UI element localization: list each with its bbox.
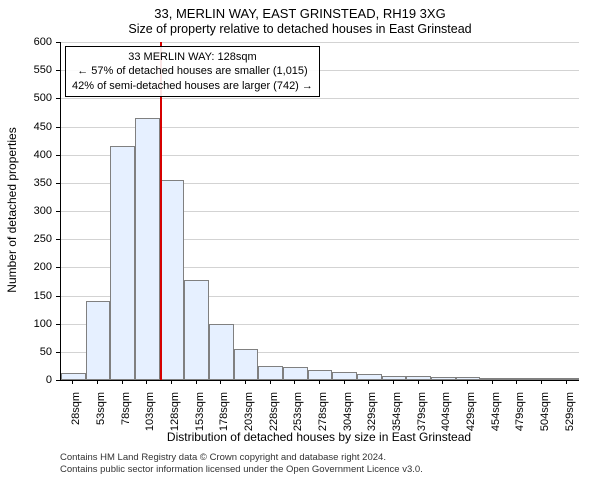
chart-title-main: 33, MERLIN WAY, EAST GRINSTEAD, RH19 3XG: [0, 6, 600, 21]
histogram-bar: [431, 377, 456, 380]
ytick-label: 150: [0, 290, 52, 302]
info-box-line: 33 MERLIN WAY: 128sqm: [72, 50, 313, 64]
ytick-mark: [56, 239, 60, 240]
reference-info-box: 33 MERLIN WAY: 128sqm← 57% of detached h…: [65, 46, 320, 97]
ytick-label: 500: [0, 92, 52, 104]
xtick-label: 404sqm: [440, 392, 452, 440]
xtick-label: 28sqm: [70, 392, 82, 440]
ytick-label: 600: [0, 36, 52, 48]
xtick-mark: [220, 380, 221, 384]
xtick-label: 479sqm: [514, 392, 526, 440]
histogram-bar: [184, 280, 209, 380]
histogram-bar: [357, 374, 382, 380]
xtick-mark: [393, 380, 394, 384]
chart-container: 33, MERLIN WAY, EAST GRINSTEAD, RH19 3XG…: [0, 0, 600, 500]
xtick-label: 504sqm: [539, 392, 551, 440]
histogram-bar: [86, 301, 111, 380]
plot-area: 33 MERLIN WAY: 128sqm← 57% of detached h…: [60, 42, 579, 381]
xtick-mark: [245, 380, 246, 384]
info-box-line: 42% of semi-detached houses are larger (…: [72, 79, 313, 93]
histogram-bar: [332, 372, 357, 380]
xtick-label: 178sqm: [218, 392, 230, 440]
histogram-bar: [61, 373, 86, 380]
ytick-mark: [56, 98, 60, 99]
ytick-mark: [56, 352, 60, 353]
xtick-label: 128sqm: [169, 392, 181, 440]
gridline: [61, 98, 579, 99]
xtick-label: 203sqm: [243, 392, 255, 440]
ytick-mark: [56, 380, 60, 381]
histogram-bar: [209, 324, 234, 380]
ytick-mark: [56, 267, 60, 268]
histogram-bar: [283, 367, 308, 380]
xtick-mark: [418, 380, 419, 384]
histogram-bar: [480, 378, 505, 380]
xtick-label: 329sqm: [366, 392, 378, 440]
ytick-label: 250: [0, 233, 52, 245]
xtick-label: 253sqm: [292, 392, 304, 440]
xtick-mark: [541, 380, 542, 384]
histogram-bar: [234, 349, 259, 380]
xtick-mark: [171, 380, 172, 384]
xtick-mark: [97, 380, 98, 384]
xtick-mark: [344, 380, 345, 384]
histogram-bar: [308, 370, 333, 380]
xtick-mark: [368, 380, 369, 384]
xtick-label: 429sqm: [465, 392, 477, 440]
xtick-mark: [270, 380, 271, 384]
xtick-label: 78sqm: [120, 392, 132, 440]
ytick-label: 100: [0, 318, 52, 330]
ytick-mark: [56, 127, 60, 128]
xtick-label: 304sqm: [342, 392, 354, 440]
xtick-mark: [492, 380, 493, 384]
histogram-bar: [505, 378, 530, 380]
xtick-label: 228sqm: [268, 392, 280, 440]
footer-line: Contains public sector information licen…: [60, 464, 423, 476]
gridline: [61, 42, 579, 43]
xtick-label: 53sqm: [95, 392, 107, 440]
xtick-mark: [196, 380, 197, 384]
info-box-line: ← 57% of detached houses are smaller (1,…: [72, 64, 313, 78]
xtick-label: 529sqm: [564, 392, 576, 440]
ytick-label: 400: [0, 149, 52, 161]
footer-line: Contains HM Land Registry data © Crown c…: [60, 452, 423, 464]
footer-attribution: Contains HM Land Registry data © Crown c…: [60, 452, 423, 476]
histogram-bar: [160, 180, 185, 380]
ytick-label: 200: [0, 261, 52, 273]
ytick-mark: [56, 296, 60, 297]
histogram-bar: [135, 118, 160, 380]
ytick-mark: [56, 70, 60, 71]
histogram-bar: [258, 366, 283, 380]
ytick-mark: [56, 183, 60, 184]
histogram-bar: [406, 376, 431, 380]
ytick-mark: [56, 155, 60, 156]
xtick-mark: [442, 380, 443, 384]
ytick-mark: [56, 42, 60, 43]
xtick-label: 103sqm: [144, 392, 156, 440]
xtick-mark: [122, 380, 123, 384]
xtick-mark: [566, 380, 567, 384]
xtick-label: 379sqm: [416, 392, 428, 440]
xtick-label: 153sqm: [194, 392, 206, 440]
ytick-mark: [56, 324, 60, 325]
chart-title-sub: Size of property relative to detached ho…: [0, 22, 600, 36]
ytick-label: 50: [0, 346, 52, 358]
ytick-label: 350: [0, 177, 52, 189]
ytick-mark: [56, 211, 60, 212]
ytick-label: 0: [0, 374, 52, 386]
xtick-mark: [516, 380, 517, 384]
xtick-label: 454sqm: [490, 392, 502, 440]
xtick-mark: [72, 380, 73, 384]
histogram-bar: [554, 378, 579, 380]
histogram-bar: [110, 146, 135, 380]
xtick-label: 354sqm: [391, 392, 403, 440]
ytick-label: 450: [0, 121, 52, 133]
ytick-label: 300: [0, 205, 52, 217]
xtick-mark: [467, 380, 468, 384]
ytick-label: 550: [0, 64, 52, 76]
xtick-mark: [319, 380, 320, 384]
xtick-mark: [146, 380, 147, 384]
xtick-label: 278sqm: [317, 392, 329, 440]
xtick-mark: [294, 380, 295, 384]
